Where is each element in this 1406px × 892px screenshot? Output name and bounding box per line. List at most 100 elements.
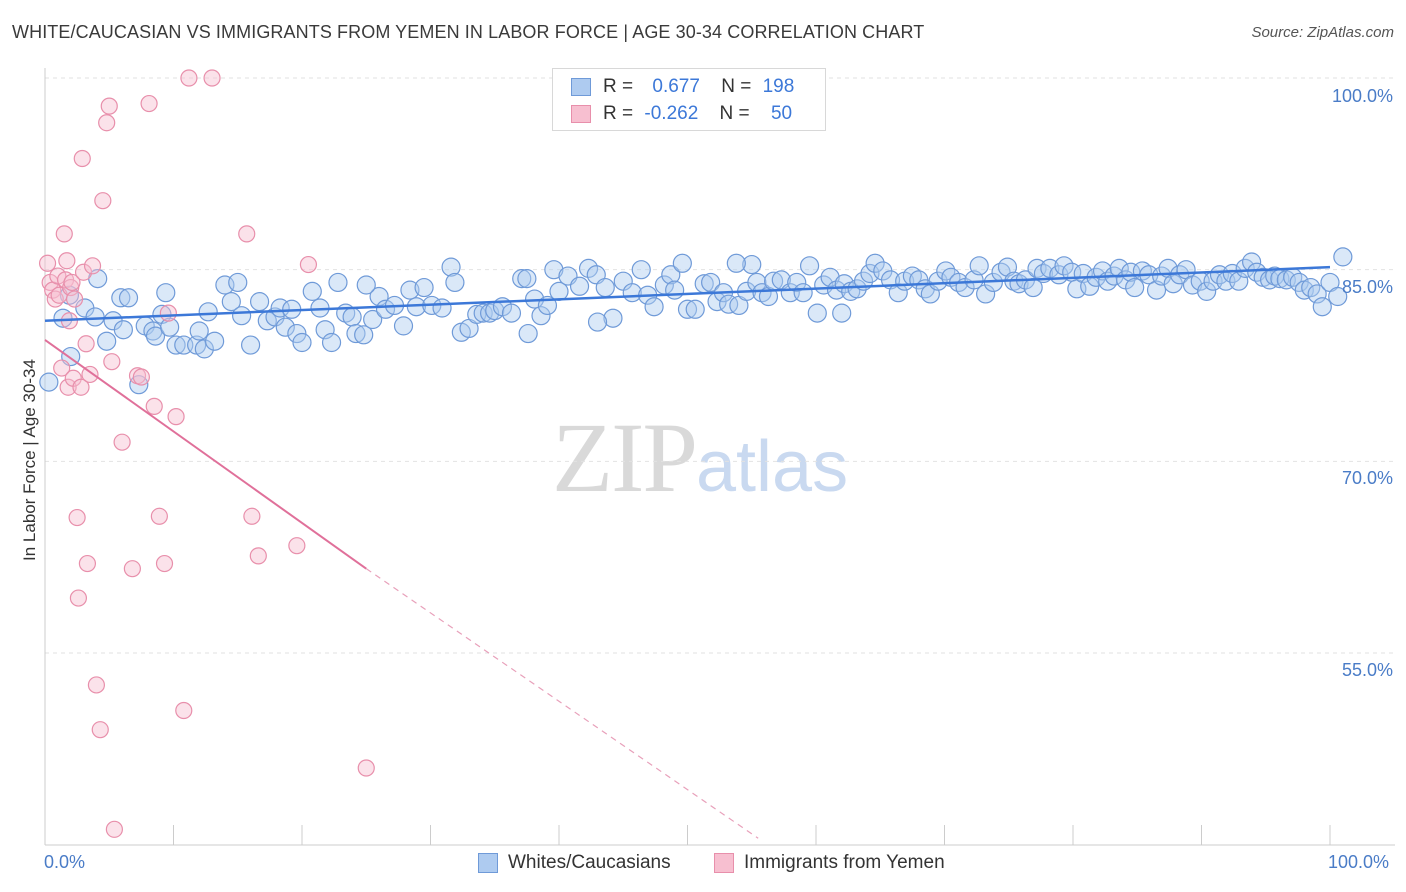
x-tick-label: 0.0% xyxy=(44,852,86,872)
point-whites xyxy=(53,308,73,328)
point-whites xyxy=(517,269,537,289)
point-yemen xyxy=(68,508,86,527)
point-whites xyxy=(512,269,532,289)
point-yemen xyxy=(159,304,177,322)
point-yemen xyxy=(299,255,318,274)
point-whites xyxy=(292,332,312,353)
point-whites xyxy=(393,316,414,336)
bottom-legend-swatch-pink xyxy=(714,852,734,873)
point-whites xyxy=(166,335,186,355)
chart-title: WHITE/CAUCASIAN VS IMMIGRANTS FROM YEMEN… xyxy=(12,22,925,42)
point-yemen xyxy=(100,97,118,115)
point-yemen xyxy=(288,537,306,555)
point-whites xyxy=(249,292,270,312)
point-yemen xyxy=(132,368,150,386)
point-whites xyxy=(685,299,705,319)
bottom-legend-label: Whites/Caucasians xyxy=(508,852,671,873)
point-yemen xyxy=(83,257,102,275)
point-yemen xyxy=(53,359,71,377)
point-whites xyxy=(441,257,461,277)
point-whites xyxy=(665,280,685,300)
point-yemen xyxy=(81,365,99,384)
point-whites xyxy=(518,323,538,344)
point-yemen xyxy=(238,225,256,243)
point-whites xyxy=(1109,258,1129,278)
point-yemen xyxy=(98,114,116,132)
point-yemen xyxy=(77,335,95,353)
point-yemen xyxy=(94,192,112,210)
bottom-legend-yemen: Immigrants from Yemen xyxy=(714,852,945,874)
point-whites xyxy=(205,331,225,351)
point-whites xyxy=(198,302,218,322)
y-tick-label: 55.0% xyxy=(1341,660,1393,680)
point-whites xyxy=(578,258,599,278)
point-yemen xyxy=(180,69,198,87)
point-whites xyxy=(661,265,681,285)
legend-n-value: 198 xyxy=(762,76,795,98)
point-whites xyxy=(1125,277,1145,298)
point-whites xyxy=(672,253,692,273)
point-whites xyxy=(1312,297,1332,317)
point-whites xyxy=(832,303,852,323)
point-whites xyxy=(807,303,827,323)
y-tick-label: 85.0% xyxy=(1341,277,1393,297)
legend-swatch-pink xyxy=(571,105,591,123)
point-yemen xyxy=(65,290,84,308)
point-whites xyxy=(445,272,465,293)
point-whites xyxy=(936,261,956,281)
point-yemen xyxy=(38,254,57,272)
point-whites xyxy=(569,276,590,296)
point-yemen xyxy=(63,273,81,292)
point-whites xyxy=(302,281,322,301)
point-whites xyxy=(111,288,131,308)
point-whites xyxy=(221,292,241,312)
point-yemen xyxy=(249,547,267,565)
trendline-yemen-extrapolated xyxy=(365,568,759,839)
point-whites xyxy=(631,260,651,280)
point-yemen xyxy=(91,721,109,739)
point-whites xyxy=(1307,284,1327,304)
point-whites xyxy=(826,280,847,300)
bottom-legend-swatch-blue xyxy=(478,852,498,873)
point-whites xyxy=(644,297,664,317)
point-whites xyxy=(587,312,608,332)
point-yemen xyxy=(74,263,93,281)
point-whites xyxy=(1054,256,1074,276)
point-whites xyxy=(719,294,739,314)
point-yemen xyxy=(78,554,97,573)
point-whites xyxy=(432,298,452,318)
point-whites xyxy=(156,283,176,303)
point-whites xyxy=(969,256,989,276)
point-whites xyxy=(888,283,908,303)
point-whites xyxy=(189,321,209,341)
point-yemen xyxy=(123,560,141,578)
point-whites xyxy=(97,331,117,351)
point-yemen xyxy=(103,353,121,371)
legend-r-value: -0.262 xyxy=(644,103,699,125)
point-whites xyxy=(595,277,615,298)
point-yemen xyxy=(357,759,375,777)
point-whites xyxy=(113,320,133,340)
point-whites xyxy=(342,307,362,327)
y-tick-label: 100.0% xyxy=(1331,86,1393,106)
watermark: ZIPatlas xyxy=(552,400,848,515)
point-whites xyxy=(287,323,307,344)
watermark-zip: ZIP xyxy=(552,402,698,513)
point-whites xyxy=(742,254,762,275)
point-yemen xyxy=(113,433,131,451)
bottom-legend-whites: Whites/Caucasians xyxy=(478,852,671,874)
point-yemen xyxy=(87,676,106,694)
point-yemen xyxy=(49,267,67,285)
point-whites xyxy=(39,372,59,392)
point-whites xyxy=(1197,281,1217,301)
point-whites xyxy=(363,309,383,330)
point-whites xyxy=(321,332,342,353)
trendline-whites xyxy=(44,265,1331,323)
point-yemen xyxy=(243,507,261,525)
y-axis-label: In Labor Force | Age 30-34 xyxy=(20,359,39,561)
point-yemen xyxy=(167,408,185,426)
point-yemen xyxy=(140,94,158,113)
point-yemen xyxy=(58,252,76,270)
watermark-atlas: atlas xyxy=(696,427,849,507)
